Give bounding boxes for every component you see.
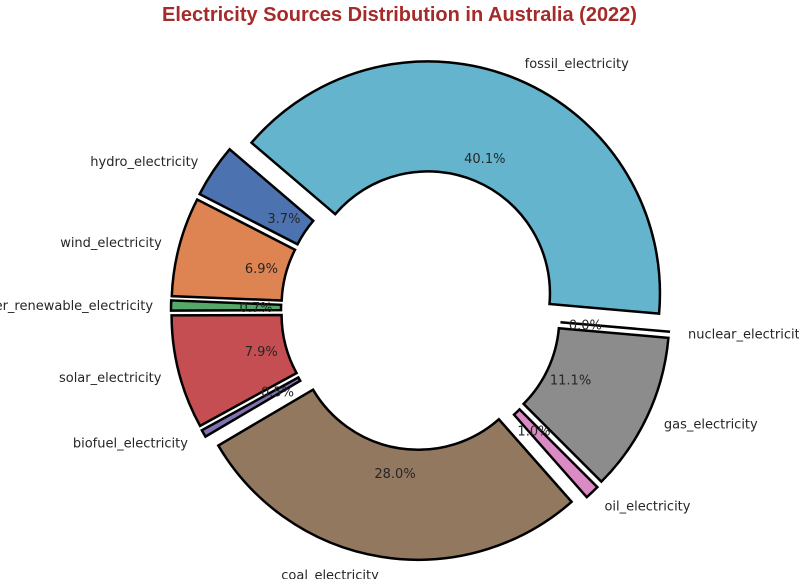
- slice-solar-electricity: [170, 313, 299, 428]
- category-label-nuclear-electricity: nuclear_electricity: [688, 327, 799, 342]
- pct-label-coal-electricity: 28.0%: [374, 467, 415, 482]
- pct-label-solar-electricity: 7.9%: [245, 345, 278, 360]
- slice-oil-electricity: [512, 407, 600, 499]
- pct-label-biofuel-electricity: 0.5%: [261, 385, 294, 400]
- pct-label-fossil-electricity: 40.1%: [464, 152, 505, 167]
- pct-label-wind-electricity: 6.9%: [245, 262, 278, 277]
- slice-fossil-electricity: [249, 60, 662, 315]
- category-label-oil-electricity: oil_electricity: [604, 499, 690, 514]
- slice-hydro-electricity: [197, 147, 316, 246]
- category-label-other-renewable-electricity: other_renewable_electricity: [0, 299, 153, 314]
- pct-label-oil-electricity: 1.0%: [517, 424, 550, 439]
- chart-title: Electricity Sources Distribution in Aust…: [162, 4, 637, 26]
- slice-biofuel-electricity: [200, 375, 302, 439]
- category-label-gas-electricity: gas_electricity: [664, 417, 758, 432]
- category-label-solar-electricity: solar_electricity: [59, 371, 162, 386]
- slice-gas-electricity: [521, 326, 670, 484]
- pct-label-hydro-electricity: 3.7%: [267, 212, 300, 227]
- slice-other-renewable-electricity: [169, 299, 283, 312]
- slice-wind-electricity: [170, 197, 297, 302]
- category-label-biofuel-electricity: biofuel_electricity: [73, 436, 188, 451]
- pct-label-gas-electricity: 11.1%: [550, 374, 591, 389]
- category-label-coal-electricity: coal_electricity: [281, 569, 379, 579]
- category-label-fossil-electricity: fossil_electricity: [525, 57, 629, 72]
- pct-label-nuclear-electricity: 0.0%: [569, 318, 602, 333]
- category-label-wind-electricity: wind_electricity: [60, 236, 162, 251]
- pct-label-other-renewable-electricity: 0.7%: [240, 301, 273, 316]
- slice-coal-electricity: [216, 387, 574, 561]
- category-label-hydro-electricity: hydro_electricity: [90, 155, 198, 170]
- slice-nuclear-electricity: [560, 320, 671, 334]
